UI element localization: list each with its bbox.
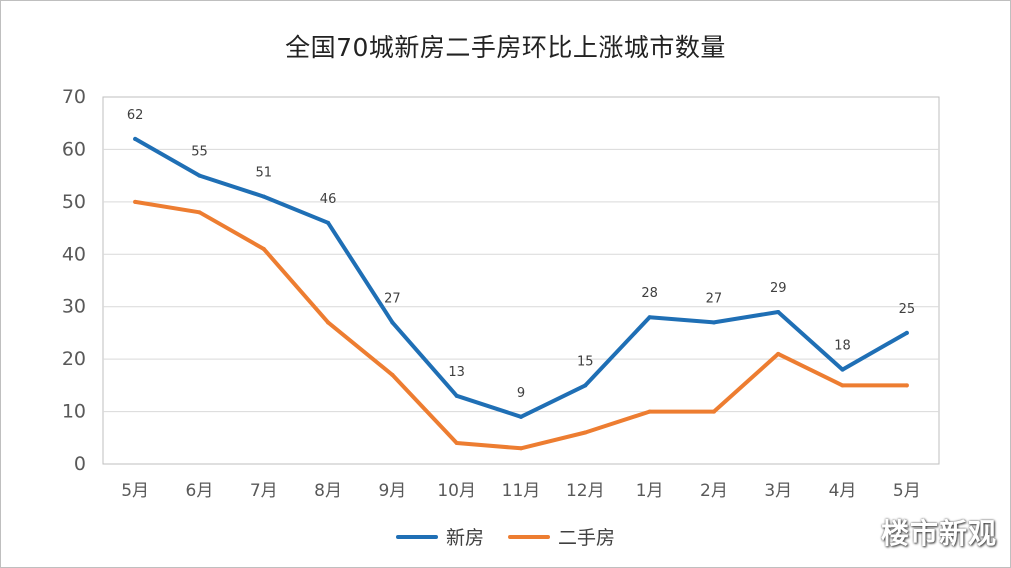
y-tick-label-60: 60 bbox=[62, 138, 86, 160]
y-tick-label-30: 30 bbox=[62, 296, 86, 318]
series-1-point-8 bbox=[647, 409, 652, 414]
data-label-0-12: 25 bbox=[899, 302, 916, 317]
legend-label-resale-homes: 二手房 bbox=[558, 527, 616, 549]
series-0-point-0 bbox=[133, 136, 138, 141]
x-tick-label-3: 8月 bbox=[314, 481, 342, 501]
series-1-point-6 bbox=[519, 446, 523, 451]
data-label-0-1: 55 bbox=[191, 145, 208, 160]
data-label-0-7: 15 bbox=[577, 354, 594, 369]
data-label-0-2: 51 bbox=[255, 166, 272, 181]
y-tick-label-40: 40 bbox=[62, 243, 86, 265]
series-1-point-11 bbox=[840, 383, 845, 388]
series-0-point-9 bbox=[711, 320, 716, 325]
x-tick-label-12: 5月 bbox=[893, 481, 921, 501]
x-tick-label-5: 10月 bbox=[437, 481, 476, 501]
legend-item-resale-homes: 二手房 bbox=[508, 523, 615, 550]
series-1-point-10 bbox=[776, 351, 781, 356]
legend-label-new-homes: 新房 bbox=[445, 527, 484, 549]
data-label-0-6: 9 bbox=[517, 386, 525, 401]
series-0-point-8 bbox=[647, 315, 652, 320]
y-tick-label-70: 70 bbox=[62, 86, 86, 108]
data-label-0-11: 18 bbox=[834, 339, 851, 354]
plot-area-border bbox=[102, 96, 940, 465]
series-0-point-12 bbox=[904, 330, 909, 335]
y-tick-label-20: 20 bbox=[62, 348, 86, 370]
data-label-0-4: 27 bbox=[384, 291, 401, 306]
chart-title: 全国70城新房二手房环比上涨城市数量 bbox=[285, 33, 726, 62]
x-tick-label-4: 9月 bbox=[378, 481, 406, 501]
x-tick-label-2: 7月 bbox=[250, 481, 278, 501]
x-tick-label-7: 12月 bbox=[566, 481, 605, 501]
data-label-0-10: 29 bbox=[770, 281, 787, 296]
series-0-point-5 bbox=[454, 393, 459, 398]
y-tick-label-50: 50 bbox=[62, 191, 86, 213]
legend-swatch-new-homes bbox=[395, 534, 438, 539]
legend-swatch-resale-homes bbox=[508, 534, 550, 539]
series-1-point-7 bbox=[583, 430, 588, 435]
series-0-point-11 bbox=[840, 367, 845, 372]
data-label-0-3: 46 bbox=[320, 192, 337, 207]
x-tick-label-10: 3月 bbox=[764, 481, 792, 501]
data-label-0-8: 28 bbox=[641, 286, 658, 301]
x-tick-label-1: 6月 bbox=[186, 481, 214, 501]
series-1-point-1 bbox=[197, 210, 202, 215]
x-tick-label-0: 5月 bbox=[121, 481, 149, 501]
x-tick-label-6: 11月 bbox=[502, 481, 541, 501]
series-line-0 bbox=[133, 136, 909, 419]
watermark: 楼市新观 bbox=[880, 517, 997, 550]
legend-item-new-homes: 新房 bbox=[395, 523, 484, 550]
series-0-point-7 bbox=[583, 383, 588, 388]
data-label-0-0: 62 bbox=[127, 108, 144, 123]
series-0-point-4 bbox=[390, 320, 395, 325]
series-1-point-0 bbox=[133, 199, 138, 204]
x-tick-label-9: 2月 bbox=[700, 481, 728, 501]
series-0-point-2 bbox=[261, 194, 266, 199]
x-tick-label-11: 4月 bbox=[829, 481, 857, 501]
series-0-point-10 bbox=[776, 309, 781, 314]
series-1-point-9 bbox=[711, 409, 716, 414]
series-1-point-3 bbox=[326, 320, 331, 325]
series-1-point-4 bbox=[390, 372, 395, 377]
series-1-point-2 bbox=[261, 247, 266, 252]
y-tick-label-0: 0 bbox=[74, 453, 86, 475]
series-1-point-5 bbox=[454, 441, 459, 446]
data-label-0-5: 13 bbox=[448, 365, 465, 380]
series-0-point-3 bbox=[326, 220, 331, 225]
series-1-point-12 bbox=[904, 383, 909, 388]
chart-legend: 新房 二手房 bbox=[0, 523, 1011, 550]
x-tick-label-8: 1月 bbox=[636, 481, 664, 501]
series-0-point-1 bbox=[197, 173, 202, 178]
data-label-0-9: 27 bbox=[706, 291, 723, 306]
y-tick-label-10: 10 bbox=[62, 401, 86, 423]
series-0-point-6 bbox=[519, 414, 523, 419]
